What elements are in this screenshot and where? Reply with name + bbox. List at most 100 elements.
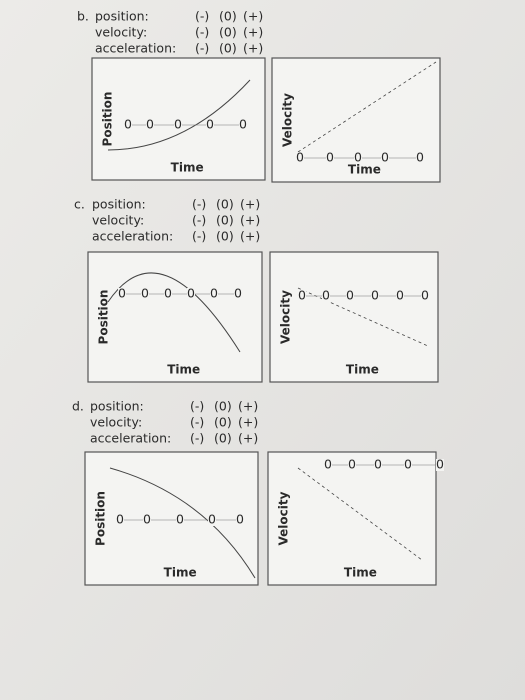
section-letter: b. xyxy=(77,9,89,24)
sign-option: (-) xyxy=(192,197,206,212)
zero-bg xyxy=(298,290,306,302)
zero-mark: 0 xyxy=(116,512,124,527)
y-axis-label: Position xyxy=(97,290,111,345)
zero-mark: 0 xyxy=(416,150,424,165)
sign-option: (0) xyxy=(214,399,232,414)
zero-mark: 0 xyxy=(124,117,132,132)
zero-bg xyxy=(371,290,379,302)
quantity-label: position: xyxy=(92,197,146,212)
x-axis-label: Time xyxy=(344,566,377,580)
zero-bg xyxy=(124,119,132,131)
zero-bg xyxy=(436,459,444,471)
zero-bg xyxy=(210,288,218,300)
zero-bg xyxy=(187,288,195,300)
zero-mark: 0 xyxy=(236,512,244,527)
zero-mark: 0 xyxy=(234,286,242,301)
x-axis-label: Time xyxy=(346,363,379,377)
zero-bg xyxy=(396,290,404,302)
zero-mark: 0 xyxy=(118,286,126,301)
zero-bg xyxy=(174,119,182,131)
section-letter: d. xyxy=(72,399,84,414)
sign-option: (+) xyxy=(243,25,263,40)
dashed-line xyxy=(297,467,423,561)
y-axis-label: Position xyxy=(101,92,115,147)
sign-option: (+) xyxy=(238,431,258,446)
zero-bg xyxy=(236,514,244,526)
zero-mark: 0 xyxy=(164,286,172,301)
zero-bg xyxy=(146,119,154,131)
curve xyxy=(107,79,251,151)
zero-bg xyxy=(421,290,429,302)
quantity-label: position: xyxy=(95,9,149,24)
zero-mark: 0 xyxy=(296,150,304,165)
zero-mark: 0 xyxy=(421,288,429,303)
zero-bg xyxy=(404,459,412,471)
sign-option: (-) xyxy=(190,415,204,430)
curve xyxy=(107,272,241,353)
sign-option: (-) xyxy=(195,41,209,56)
graph-box xyxy=(87,251,263,383)
sign-option: (0) xyxy=(219,9,237,24)
zero-mark: 0 xyxy=(322,288,330,303)
zero-mark: 0 xyxy=(176,512,184,527)
graph-box xyxy=(84,451,259,586)
sign-option: (+) xyxy=(240,197,260,212)
sign-option: (+) xyxy=(243,9,263,24)
x-axis-label: Time xyxy=(348,163,381,177)
sign-option: (0) xyxy=(214,431,232,446)
sign-option: (-) xyxy=(190,399,204,414)
y-axis-label: Velocity xyxy=(277,491,291,545)
quantity-label: acceleration: xyxy=(95,41,176,56)
zero-bg xyxy=(324,459,332,471)
zero-mark: 0 xyxy=(208,512,216,527)
zero-mark: 0 xyxy=(146,117,154,132)
zero-bg xyxy=(296,152,304,164)
sign-option: (+) xyxy=(238,399,258,414)
y-axis-label: Velocity xyxy=(281,93,295,147)
quantity-label: acceleration: xyxy=(90,431,171,446)
zero-mark: 0 xyxy=(404,457,412,472)
sign-option: (0) xyxy=(216,213,234,228)
zero-mark: 0 xyxy=(346,288,354,303)
zero-bg xyxy=(322,290,330,302)
x-axis-label: Time xyxy=(171,161,204,175)
sign-option: (-) xyxy=(195,9,209,24)
zero-bg xyxy=(118,288,126,300)
quantity-label: position: xyxy=(90,399,144,414)
zero-mark: 0 xyxy=(206,117,214,132)
section-letter: c. xyxy=(74,197,85,212)
zero-bg xyxy=(381,152,389,164)
y-axis-label: Position xyxy=(94,491,108,546)
zero-mark: 0 xyxy=(141,286,149,301)
zero-mark: 0 xyxy=(210,286,218,301)
graph-box xyxy=(267,451,437,586)
sign-option: (-) xyxy=(192,229,206,244)
zero-bg xyxy=(208,514,216,526)
zero-bg xyxy=(354,152,362,164)
quantity-label: acceleration: xyxy=(92,229,173,244)
zero-bg xyxy=(143,514,151,526)
zero-mark: 0 xyxy=(174,117,182,132)
zero-bg xyxy=(239,119,247,131)
zero-bg xyxy=(141,288,149,300)
zero-mark: 0 xyxy=(381,150,389,165)
zero-bg xyxy=(116,514,124,526)
zero-mark: 0 xyxy=(396,288,404,303)
sign-option: (+) xyxy=(243,41,263,56)
zero-mark: 0 xyxy=(354,150,362,165)
zero-mark: 0 xyxy=(324,457,332,472)
x-axis-label: Time xyxy=(167,363,200,377)
quantity-label: velocity: xyxy=(92,213,144,228)
quantity-label: velocity: xyxy=(95,25,147,40)
zero-mark: 0 xyxy=(436,457,444,472)
sign-option: (+) xyxy=(240,213,260,228)
zero-bg xyxy=(348,459,356,471)
quantity-label: velocity: xyxy=(90,415,142,430)
zero-mark: 0 xyxy=(348,457,356,472)
sign-option: (+) xyxy=(240,229,260,244)
zero-mark: 0 xyxy=(187,286,195,301)
zero-bg xyxy=(206,119,214,131)
zero-mark: 0 xyxy=(374,457,382,472)
sign-option: (0) xyxy=(219,41,237,56)
